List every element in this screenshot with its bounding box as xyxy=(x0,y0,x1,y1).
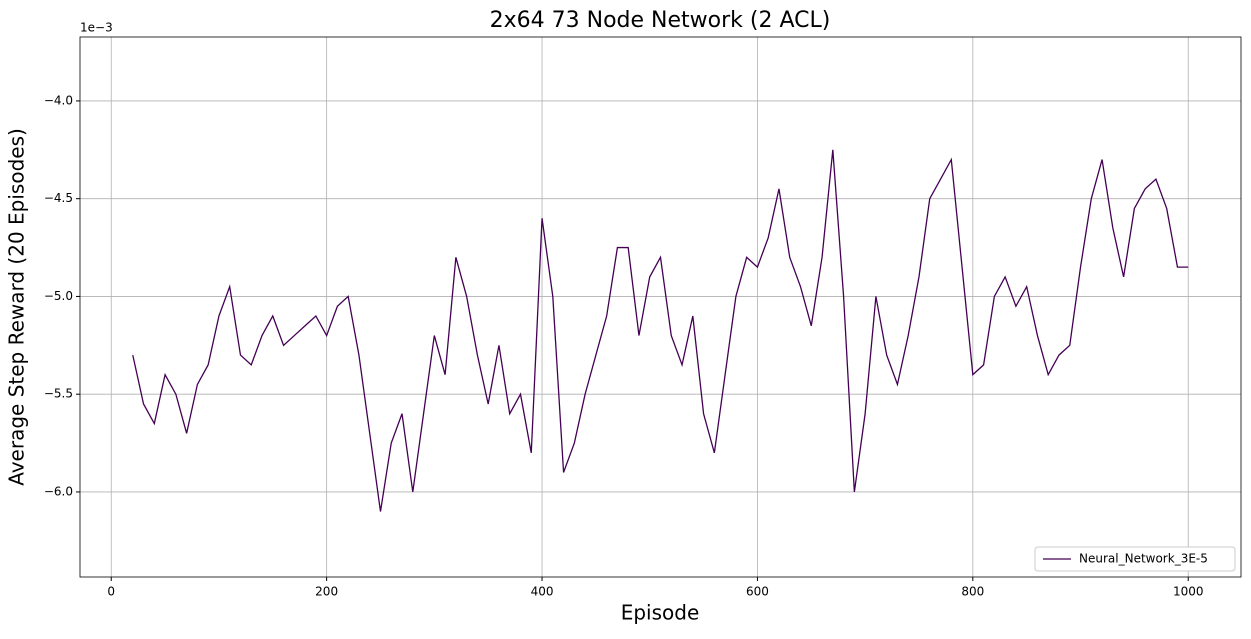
x-tick-label: 600 xyxy=(746,585,769,599)
x-axis-label: Episode xyxy=(621,601,700,625)
x-tick-label: 800 xyxy=(961,585,984,599)
y-tick-label: −4.0 xyxy=(44,93,73,107)
y-tick-label: −5.0 xyxy=(44,289,73,303)
y-offset-label: 1e−3 xyxy=(80,21,113,35)
x-tick-label: 400 xyxy=(531,585,554,599)
legend-label: Neural_Network_3E-5 xyxy=(1079,552,1208,566)
x-tick-label: 0 xyxy=(107,585,115,599)
y-tick-label: −6.0 xyxy=(44,484,73,498)
chart-title: 2x64 73 Node Network (2 ACL) xyxy=(490,8,831,33)
plot-frame xyxy=(79,36,1242,578)
y-tick-label: −5.5 xyxy=(44,387,73,401)
data-line xyxy=(132,149,1189,512)
y-axis-label: Average Step Reward (20 Episodes) xyxy=(5,128,29,486)
y-tick-label: −4.5 xyxy=(44,191,73,205)
legend-box xyxy=(1034,546,1236,572)
x-tick-label: 1000 xyxy=(1173,585,1204,599)
x-tick-label: 200 xyxy=(315,585,338,599)
